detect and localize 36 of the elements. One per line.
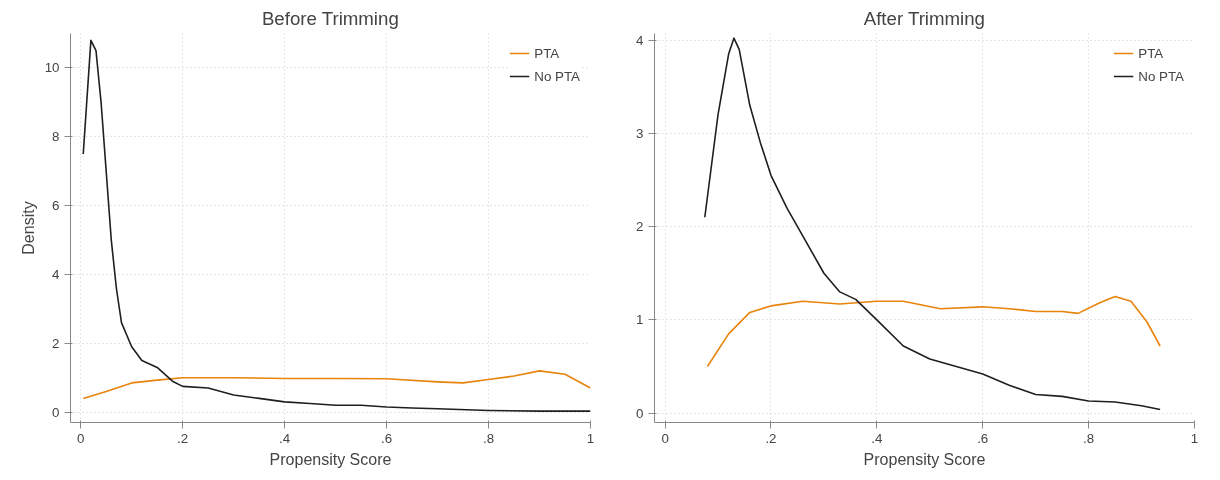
line-series: [703, 37, 1161, 411]
x-tick-label: .6: [977, 430, 989, 446]
legend-label: PTA: [1138, 45, 1164, 61]
legend-label: PTA: [534, 45, 560, 61]
legend-label: No PTA: [1138, 68, 1184, 84]
x-axis-title: Propensity Score: [863, 450, 986, 468]
x-tick-label: .2: [177, 430, 189, 446]
y-tick-label: 4: [636, 32, 645, 48]
line-series: [82, 39, 591, 412]
chart-title: After Trimming: [863, 7, 985, 29]
x-tick-label: .8: [482, 430, 495, 446]
x-tick-label: .2: [765, 430, 777, 446]
line-series: [82, 370, 591, 400]
y-tick-label: 0: [636, 405, 644, 421]
x-tick-label: 1: [1190, 430, 1199, 446]
y-axis-title: Density: [19, 201, 37, 255]
legend-label: No PTA: [534, 68, 580, 84]
x-tick-label: .4: [871, 430, 883, 446]
x-axis-title: Propensity Score: [269, 450, 392, 468]
x-tick-label: .8: [1083, 430, 1095, 446]
y-tick-label: 2: [52, 335, 60, 351]
y-tick-label: 1: [636, 312, 644, 328]
x-tick-label: .4: [279, 430, 291, 446]
line-series: [706, 295, 1161, 368]
y-tick-label: 10: [44, 60, 60, 76]
y-tick-label: 4: [52, 266, 61, 282]
x-tick-label: 1: [586, 430, 595, 446]
y-tick-label: 2: [636, 219, 644, 235]
x-tick-label: 0: [661, 430, 669, 446]
chart-title: Before Trimming: [261, 7, 399, 29]
x-tick-label: 0: [76, 430, 85, 446]
x-tick-label: .6: [381, 430, 393, 446]
y-tick-label: 0: [52, 404, 60, 420]
y-tick-label: 6: [52, 198, 60, 214]
y-tick-label: 8: [52, 129, 60, 145]
y-tick-label: 3: [636, 125, 644, 141]
